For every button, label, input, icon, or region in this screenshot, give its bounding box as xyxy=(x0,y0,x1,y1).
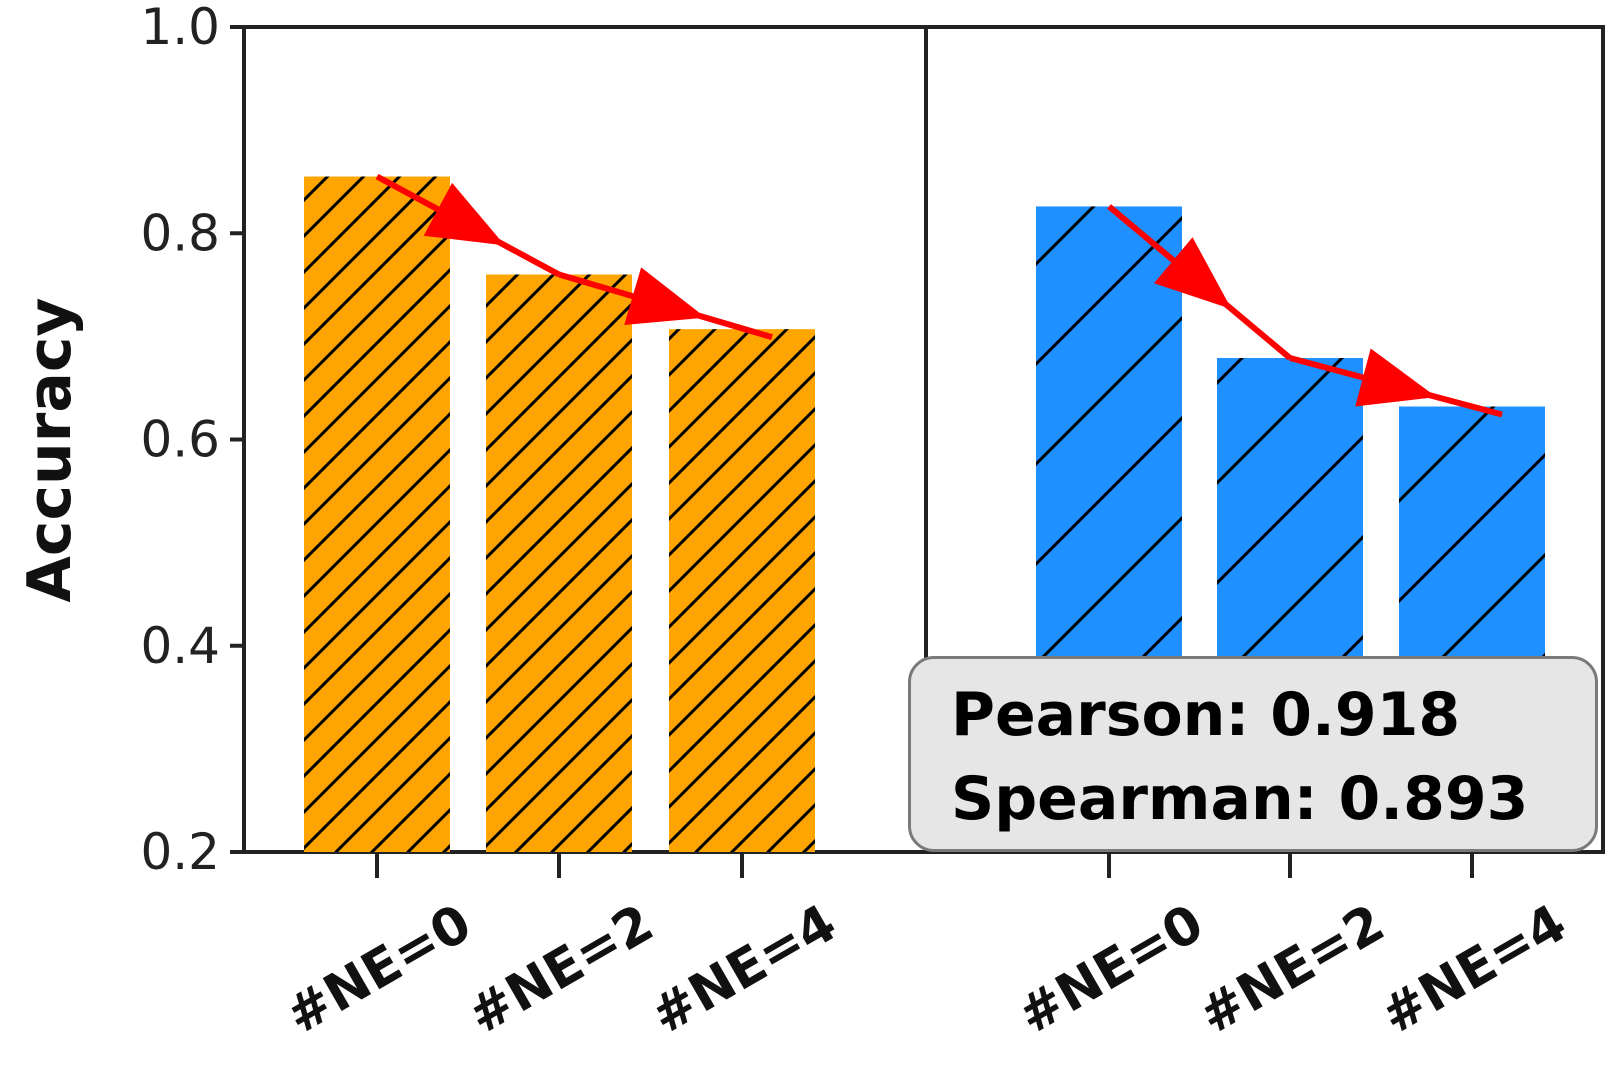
spearman-stat: Spearman: 0.893 xyxy=(951,764,1529,834)
y-tick-label: 0.8 xyxy=(140,204,220,262)
right-panel: #NE=0#NE=2#NE=4 xyxy=(926,25,1605,1046)
x-tick-label: #NE=2 xyxy=(1189,893,1394,1046)
x-tick-label: #NE=4 xyxy=(1371,893,1576,1046)
trend-arrowhead xyxy=(423,182,505,246)
y-tick-label: 0.4 xyxy=(140,617,220,675)
x-tick-label: #NE=0 xyxy=(1008,893,1213,1046)
y-tick-label: 0.2 xyxy=(140,823,220,881)
y-tick-label: 0.6 xyxy=(140,411,220,469)
y-axis-label: Accuracy xyxy=(15,297,85,602)
correlation-stats-box: Pearson: 0.918 Spearman: 0.893 xyxy=(908,656,1598,852)
x-tick-label: #NE=2 xyxy=(458,893,663,1046)
left-panel: 0.2 0.4 0.6 0.8 1.0 #NE=0#NE=2#NE=4 xyxy=(140,0,928,1046)
pearson-stat: Pearson: 0.918 xyxy=(951,680,1461,750)
y-tick-label: 1.0 xyxy=(140,0,220,56)
bar-hatch xyxy=(486,274,632,852)
x-tick-label: #NE=0 xyxy=(276,893,481,1046)
bar-hatch xyxy=(669,329,815,852)
x-tick-label: #NE=4 xyxy=(641,893,846,1046)
trend-arrowhead xyxy=(1355,348,1437,407)
bar-hatch xyxy=(304,176,450,852)
trend-arrowhead xyxy=(1154,237,1232,310)
trend-arrowhead xyxy=(624,267,706,325)
